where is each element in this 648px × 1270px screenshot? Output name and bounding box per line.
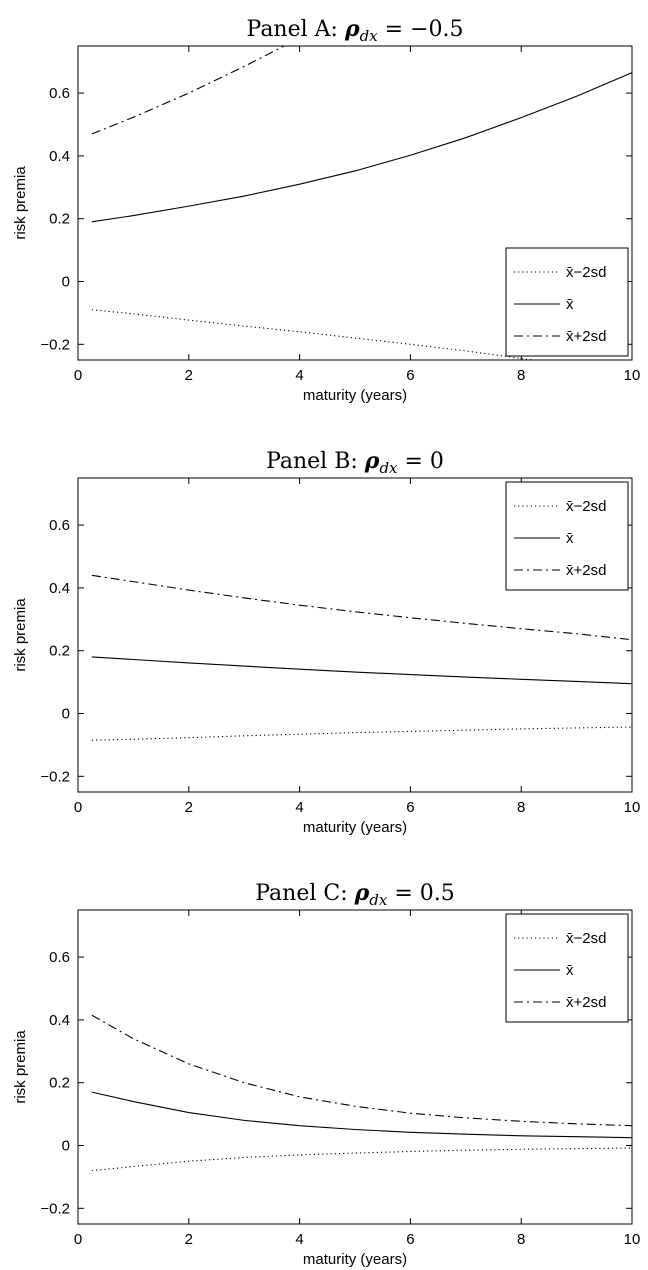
x-tick-label: 0 [74,1231,82,1248]
series-line-2 [91,1014,632,1127]
series-group [91,1014,632,1172]
chart-title: Panel B: ρdx = 0 [266,448,444,477]
x-tick-label: 10 [624,799,641,816]
legend-label: x̄−2sd [566,264,606,281]
legend-label: x̄+2sd [566,562,606,579]
title-symbol: ρ [344,16,360,42]
x-tick-label: 10 [624,367,641,384]
legend-label: x̄ [566,530,574,547]
legend-box [505,481,629,591]
y-axis-label: risk premia [12,1030,29,1104]
x-tick-label: 6 [406,799,414,816]
series-line-2 [91,46,286,135]
x-axis-label: maturity (years) [303,819,407,836]
y-tick-label: −0.2 [40,1200,70,1217]
title-prefix: Panel C: [255,881,354,906]
title-subscript: dx [369,891,388,909]
y-axis-label: risk premia [12,598,29,672]
y-tick-label: 0.2 [49,1075,70,1092]
plot-frame [77,909,633,1225]
x-tick-label: 2 [185,367,193,384]
series-line-0 [91,1147,632,1172]
x-tick-label: 0 [74,799,82,816]
legend-box [505,247,629,357]
legend: x̄−2sd x̄ x̄+2sd [505,247,629,357]
y-tick-label: 0.6 [49,949,70,966]
legend-label: x̄ [566,296,574,313]
legend-label: x̄ [566,962,574,979]
chart-panel-2: Panel C: ρdx = 0.50 2 4 6 8 10−0.200.20.40.6m… [12,880,640,1268]
y-tick-label: 0 [62,1138,70,1155]
legend-label: x̄−2sd [566,930,606,947]
chart-panel-0: Panel A: ρdx = −0.50 2 4 6 8 10−0.200.20.40.6… [12,16,641,404]
title-relation: = −0.5 [378,17,464,42]
x-tick-label: 4 [295,367,303,384]
series-line-1 [91,1091,632,1139]
legend-box [505,913,629,1023]
x-tick-label: 2 [185,1231,193,1248]
y-tick-label: 0.4 [49,580,70,597]
x-tick-label: 4 [295,799,303,816]
series-line-0 [91,309,537,360]
title-relation: = 0.5 [387,881,454,906]
y-tick-label: 0.2 [49,643,70,660]
y-tick-label: −0.2 [40,336,70,353]
title-prefix: Panel A: [247,17,345,42]
title-symbol: ρ [364,448,380,474]
y-tick-label: 0.4 [49,148,70,165]
x-tick-label: 6 [406,367,414,384]
series-line-1 [91,656,632,685]
legend-label: x̄+2sd [566,328,606,345]
title-relation: = 0 [398,449,444,474]
y-tick-label: 0.6 [49,85,70,102]
title-symbol: ρ [354,880,370,906]
x-tick-label: 4 [295,1231,303,1248]
x-axis-label: maturity (years) [303,387,407,404]
x-tick-label: 8 [517,799,525,816]
x-tick-label: 8 [517,367,525,384]
y-tick-label: −0.2 [40,768,70,785]
y-tick-label: 0.2 [49,211,70,228]
legend: x̄−2sd x̄ x̄+2sd [505,481,629,591]
chart-panel-1: Panel B: ρdx = 00 2 4 6 8 10−0.200.20.40.6mat… [12,448,640,836]
x-tick-label: 6 [406,1231,414,1248]
x-tick-label: 10 [624,1231,641,1248]
plot-frame [77,477,633,793]
x-tick-label: 0 [74,367,82,384]
legend-label: x̄−2sd [566,498,606,515]
x-axis-label: maturity (years) [303,1251,407,1268]
plot-frame [77,45,633,361]
series-line-2 [91,574,632,641]
chart-title: Panel C: ρdx = 0.5 [255,880,455,909]
y-axis-label: risk premia [12,166,29,240]
title-subscript: dx [360,27,379,45]
chart-title: Panel A: ρdx = −0.5 [247,16,464,45]
x-tick-label: 2 [185,799,193,816]
series-line-0 [91,726,632,741]
series-group [91,574,632,741]
series-group [91,46,632,360]
y-tick-label: 0 [62,706,70,723]
legend-label: x̄+2sd [566,994,606,1011]
y-tick-label: 0.6 [49,517,70,534]
y-tick-label: 0 [62,274,70,291]
y-tick-label: 0.4 [49,1012,70,1029]
series-line-1 [91,72,632,223]
legend: x̄−2sd x̄ x̄+2sd [505,913,629,1023]
x-tick-label: 8 [517,1231,525,1248]
title-subscript: dx [379,459,398,477]
title-prefix: Panel B: [266,449,365,474]
